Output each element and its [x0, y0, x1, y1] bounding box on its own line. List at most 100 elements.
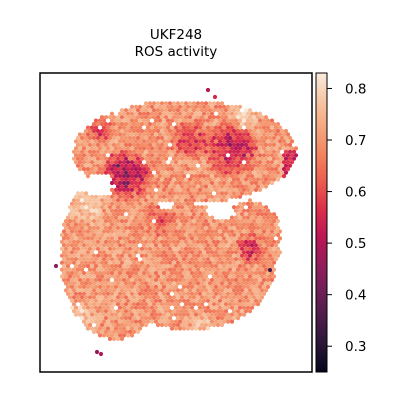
tissue-spot — [239, 267, 245, 272]
tissue-spot — [101, 132, 107, 137]
tissue-spot — [251, 184, 257, 189]
tissue-spot — [165, 277, 171, 283]
tissue-spot — [237, 118, 243, 123]
tissue-spot — [199, 101, 205, 106]
tissue-spot — [197, 194, 203, 199]
tissue-spot — [181, 132, 187, 137]
tissue-spot — [175, 184, 181, 189]
tissue-spot — [185, 111, 191, 116]
tissue-spot — [213, 132, 219, 137]
tissue-spot — [193, 104, 199, 109]
tissue-spot — [179, 246, 185, 251]
tissue-spot — [177, 319, 183, 324]
tissue-spot — [275, 219, 281, 224]
tissue-spot — [229, 319, 235, 324]
tissue-spot — [229, 312, 235, 317]
tissue-spot — [201, 312, 207, 317]
tissue-spot — [183, 191, 189, 196]
tissue-spot — [79, 281, 85, 286]
tissue-spot — [209, 312, 215, 317]
tissue-spot — [77, 271, 83, 276]
tissue-spot — [221, 271, 227, 276]
tissue-spot — [135, 115, 141, 120]
tissue-spot — [131, 260, 137, 265]
tissue-spot — [175, 322, 181, 328]
tissue-spot — [99, 225, 105, 231]
tissue-spot — [99, 281, 105, 286]
tissue-spot — [181, 284, 187, 289]
tissue-spot — [115, 212, 121, 217]
tissue-spot — [93, 208, 99, 213]
tissue-spot — [91, 149, 97, 154]
tissue-spot — [263, 142, 269, 147]
tissue-spot — [155, 128, 161, 134]
tissue-spot — [131, 191, 137, 196]
tissue-spot — [139, 267, 145, 272]
tissue-spot — [231, 205, 237, 210]
tissue-spot — [71, 246, 77, 251]
tissue-spot — [105, 277, 111, 283]
tissue-spot — [109, 257, 115, 262]
tissue-spot — [175, 274, 181, 279]
tissue-spot — [125, 111, 131, 116]
tissue-spot — [175, 135, 181, 141]
tissue-spot — [235, 253, 241, 258]
tissue-spot — [265, 180, 271, 186]
tissue-spot — [63, 239, 69, 244]
tissue-spot — [99, 316, 105, 321]
tissue-spot — [91, 232, 97, 238]
tissue-spot — [157, 277, 163, 283]
tissue-spot — [225, 250, 231, 255]
tissue-spot — [139, 184, 145, 189]
tissue-spot — [97, 222, 103, 227]
tissue-spot — [171, 149, 177, 154]
tissue-spot — [105, 243, 111, 248]
tissue-spot — [89, 194, 95, 199]
tissue-spot — [207, 115, 213, 120]
tissue-spot — [105, 319, 111, 324]
tissue-spot — [97, 291, 103, 296]
tissue-spot — [261, 208, 267, 213]
tissue-spot — [221, 222, 227, 227]
tissue-spot — [151, 239, 157, 244]
tissue-spot — [175, 309, 181, 314]
tissue-spot — [123, 115, 129, 120]
tissue-spot — [151, 246, 157, 251]
tissue-spot — [231, 295, 237, 300]
tissue-spot — [115, 288, 121, 293]
tissue-spot — [207, 191, 213, 196]
tissue-spot — [251, 142, 257, 147]
tissue-spot — [257, 153, 263, 158]
tissue-spot — [195, 115, 201, 120]
tissue-spot — [225, 180, 231, 186]
tissue-spot — [153, 174, 159, 179]
tissue-spot — [173, 277, 179, 283]
tissue-spot — [155, 135, 161, 141]
tissue-spot — [213, 187, 219, 192]
tissue-spot — [163, 128, 169, 134]
tissue-spot — [225, 104, 231, 109]
tissue-spot — [267, 239, 273, 244]
tissue-spot — [129, 333, 135, 338]
tissue-spot — [77, 305, 83, 310]
tissue-spot — [257, 222, 263, 227]
tissue-spot — [65, 257, 71, 262]
tissue-spot — [165, 132, 171, 137]
tissue-spot — [117, 291, 123, 296]
tissue-spot — [247, 274, 253, 279]
tissue-spot — [245, 305, 251, 310]
tissue-spot — [81, 264, 87, 269]
tissue-spot — [173, 194, 179, 199]
tissue-spot — [161, 298, 167, 303]
tissue-spot — [249, 236, 255, 241]
tissue-spot — [223, 253, 229, 258]
tissue-spot — [261, 243, 267, 248]
tissue-spot — [159, 122, 165, 127]
tissue-spot — [173, 291, 179, 296]
tissue-spot — [77, 167, 83, 172]
tissue-spot — [211, 281, 217, 286]
tissue-spot — [159, 149, 165, 154]
tissue-spot — [103, 142, 109, 147]
tissue-spot — [107, 253, 113, 258]
tissue-spot — [199, 253, 205, 258]
